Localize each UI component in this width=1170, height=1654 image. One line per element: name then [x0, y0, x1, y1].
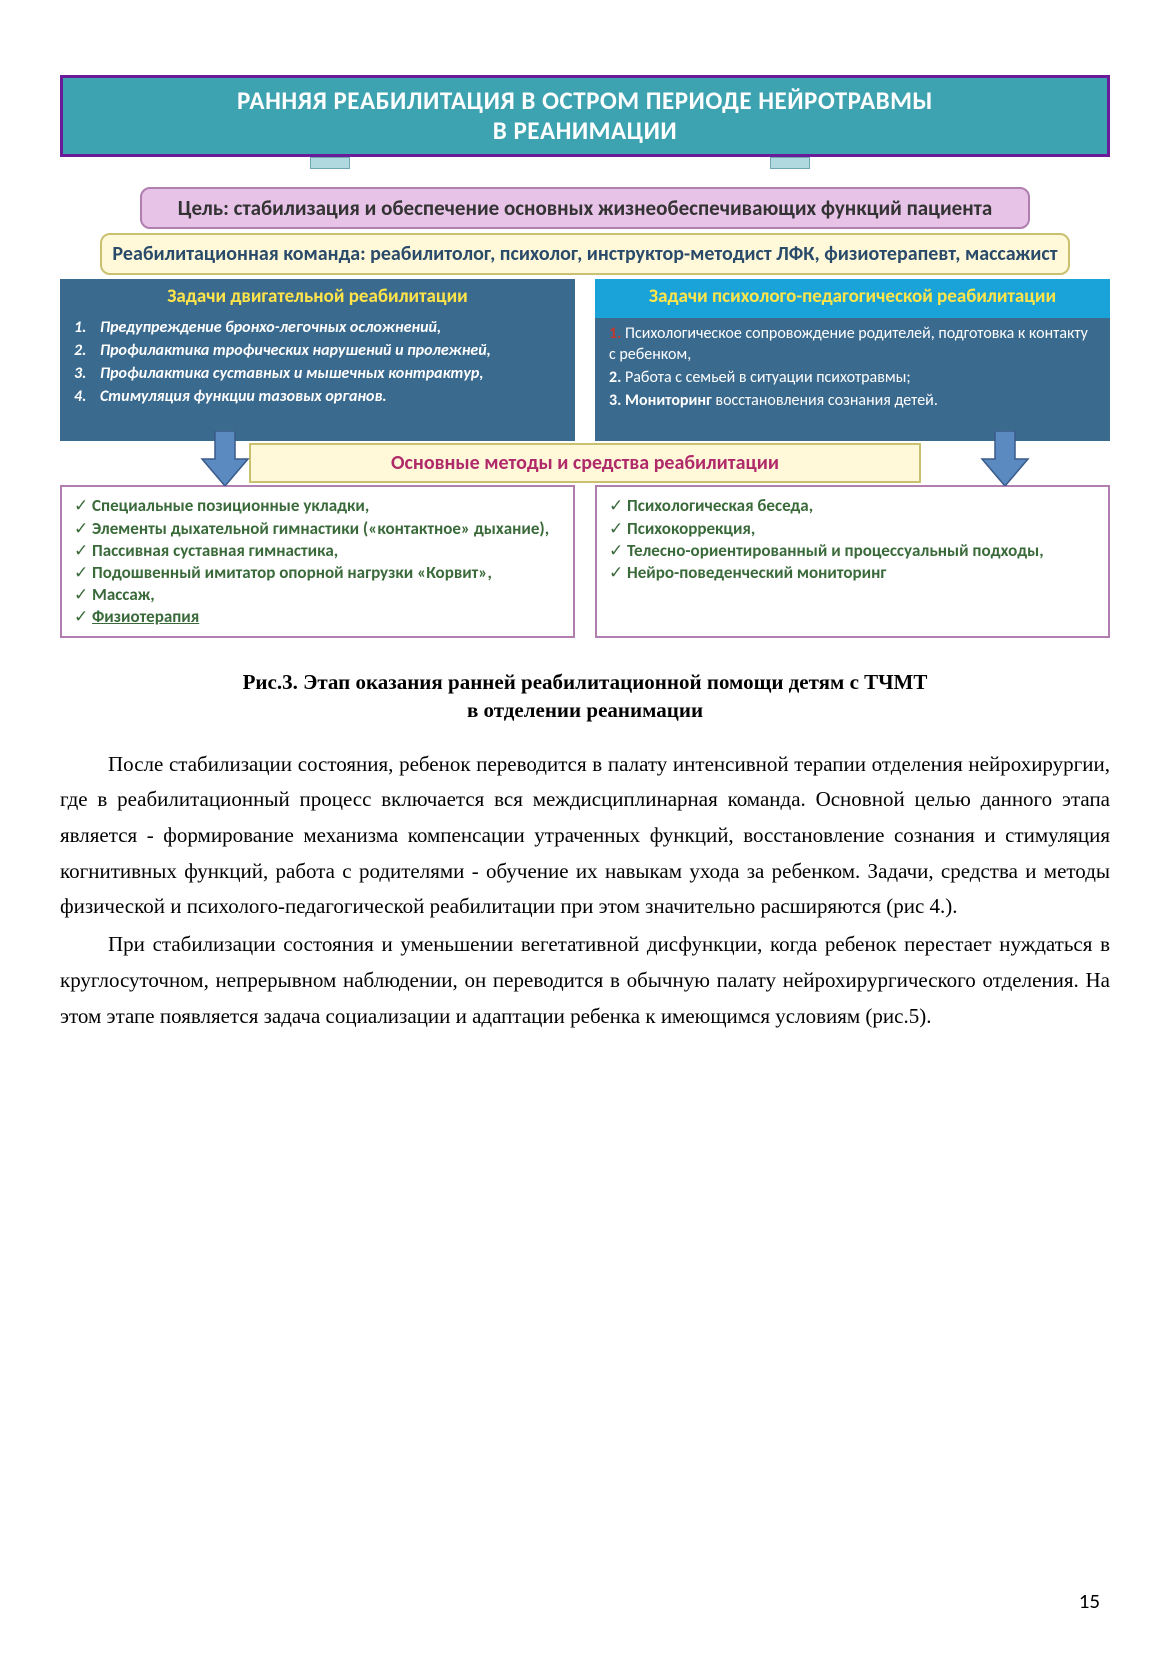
method-item: ✓Пассивная суставная гимнастика, [74, 540, 561, 562]
connector-right [770, 157, 810, 169]
methods-right-box: ✓ Психологическая беседа,✓ Психокоррекци… [595, 485, 1110, 638]
task-item: 3. Мониторинг восстановления сознания де… [609, 391, 1096, 412]
paragraph-1: После стабилизации состояния, ребенок пе… [60, 747, 1110, 925]
method-item: ✓Физиотерапия [74, 606, 561, 628]
tasks-row: Задачи двигательной реабилитации 1.Преду… [60, 279, 1110, 441]
task-item: 2.Профилактика трофических нарушений и п… [74, 341, 561, 362]
method-item: ✓Телесно-ориентированный и процессуальны… [609, 540, 1096, 562]
method-item: ✓ Психологическая беседа, [609, 495, 1096, 517]
method-item: ✓ Элементы дыхательной гимнастики («конт… [74, 518, 561, 540]
connector-left [310, 157, 350, 169]
tasks-left-header: Задачи двигательной реабилитации [60, 279, 575, 318]
goal-box: Цель: стабилизация и обеспечение основны… [140, 187, 1030, 229]
arrow-down-right-icon [980, 431, 1030, 486]
task-item: 3.Профилактика суставных и мышечных конт… [74, 364, 561, 385]
method-item: ✓ Нейро-поведенческий мониторинг [609, 562, 1096, 584]
team-box: Реабилитационная команда: реабилитолог, … [100, 233, 1070, 275]
task-item: 2. Работа с семьей в ситуации психотравм… [609, 368, 1096, 389]
method-item: ✓Массаж, [74, 584, 561, 606]
method-item: ✓ Психокоррекция, [609, 518, 1096, 540]
method-item: ✓ Подошвенный имитатор опорной нагрузки … [74, 562, 561, 584]
methods-title-box: Основные методы и средства реабилитации [249, 443, 921, 483]
methods-row: Основные методы и средства реабилитации [60, 443, 1110, 483]
body-text: После стабилизации состояния, ребенок пе… [60, 747, 1110, 1035]
banner-line1: РАННЯЯ РЕАБИЛИТАЦИЯ В ОСТРОМ ПЕРИОДЕ НЕЙ… [237, 85, 933, 116]
tasks-left-column: Задачи двигательной реабилитации 1.Преду… [60, 279, 575, 441]
tasks-right-header: Задачи психолого-педагогической реабилит… [595, 279, 1110, 318]
tasks-right-column: Задачи психолого-педагогической реабилит… [595, 279, 1110, 441]
task-item: 1.Предупреждение бронхо-легочных осложне… [74, 318, 561, 339]
methods-content-row: ✓Специальные позиционные укладки,✓ Элеме… [60, 485, 1110, 638]
method-item: ✓Специальные позиционные укладки, [74, 495, 561, 517]
paragraph-2: При стабилизации состояния и уменьшении … [60, 927, 1110, 1034]
task-item: 4.Стимуляция функции тазовых органов. [74, 387, 561, 408]
caption-line1: Рис.3. Этап оказания ранней реабилитацио… [243, 670, 928, 694]
task-item: 1. Психологическое сопровождение родител… [609, 324, 1096, 366]
title-banner: РАННЯЯ РЕАБИЛИТАЦИЯ В ОСТРОМ ПЕРИОДЕ НЕЙ… [60, 75, 1110, 157]
methods-left-box: ✓Специальные позиционные укладки,✓ Элеме… [60, 485, 575, 638]
caption-line2: в отделении реанимации [467, 698, 703, 722]
figure-caption: Рис.3. Этап оказания ранней реабилитацио… [60, 668, 1110, 725]
page-number: 15 [1079, 1588, 1100, 1614]
tasks-left-list: 1.Предупреждение бронхо-легочных осложне… [60, 318, 575, 415]
arrow-down-left-icon [200, 431, 250, 486]
banner-line2: В РЕАНИМАЦИИ [493, 115, 677, 146]
tasks-right-list: 1. Психологическое сопровождение родител… [595, 318, 1110, 419]
diagram-container: РАННЯЯ РЕАБИЛИТАЦИЯ В ОСТРОМ ПЕРИОДЕ НЕЙ… [60, 75, 1110, 638]
page: РАННЯЯ РЕАБИЛИТАЦИЯ В ОСТРОМ ПЕРИОДЕ НЕЙ… [0, 0, 1170, 1654]
connector-row [60, 157, 1110, 187]
